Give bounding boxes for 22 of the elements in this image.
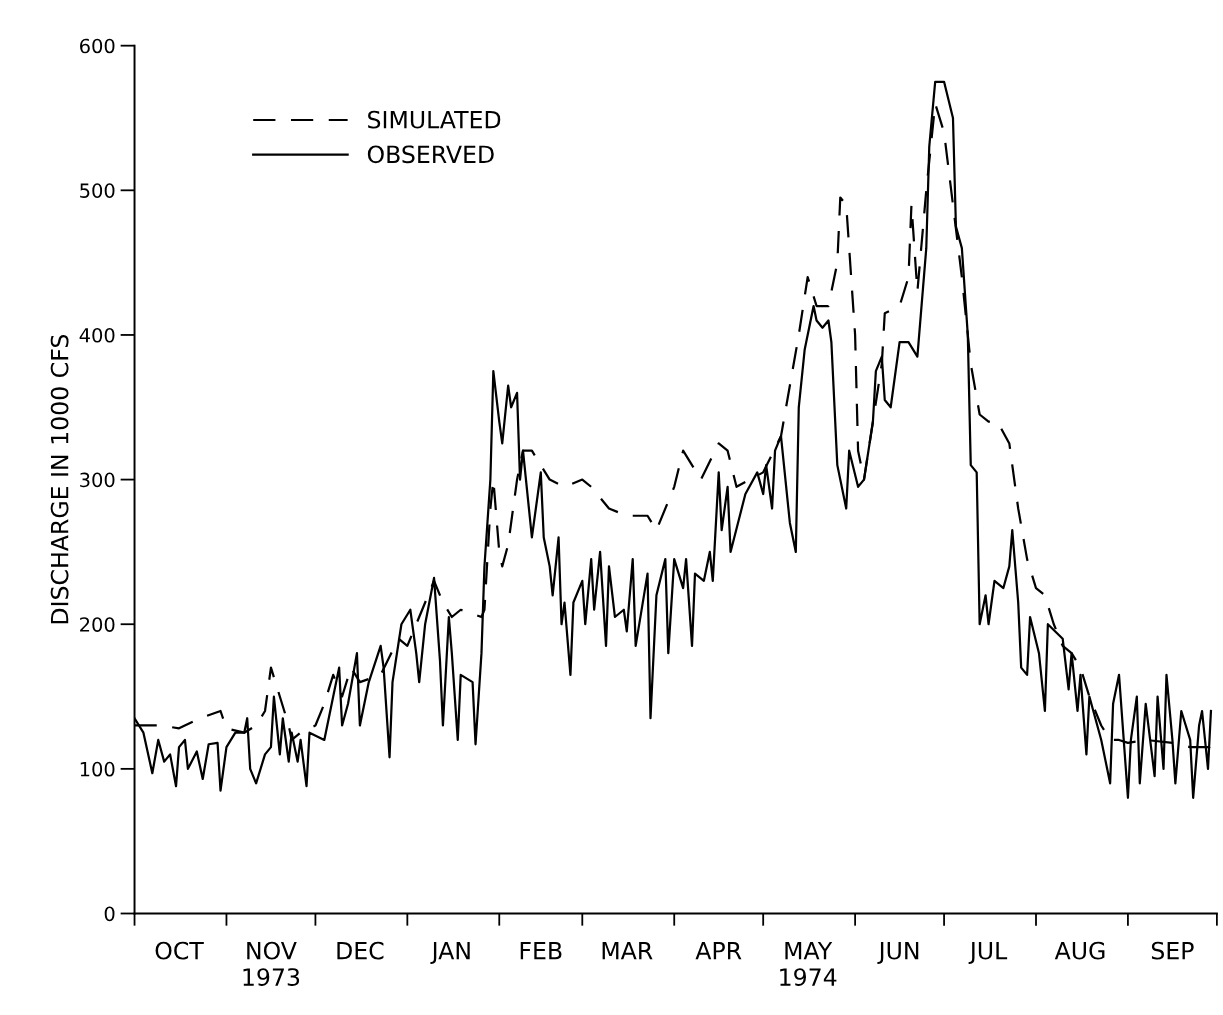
x-tick-label: MAY 1974 bbox=[780, 942, 837, 986]
x-tick-label: SEP bbox=[1151, 941, 1194, 960]
x-tick-label: JUL bbox=[968, 942, 1008, 964]
legend-label: OBSERVED bbox=[367, 145, 494, 164]
x-tick-label: APR bbox=[695, 942, 742, 960]
x-tick-label: DEC bbox=[337, 941, 384, 960]
x-tick-label: JUN bbox=[877, 942, 919, 964]
x-tick-label: MAR bbox=[602, 942, 653, 960]
y-tick-label: 300 bbox=[80, 472, 115, 488]
y-tick-label: 200 bbox=[80, 617, 115, 632]
y-tick-label: 0 bbox=[104, 906, 115, 922]
x-tick-label: NOV 1973 bbox=[243, 941, 300, 986]
y-axis-title: DISCHARGE IN 1000 CFS bbox=[50, 334, 69, 624]
x-tick-label: FEB bbox=[520, 942, 562, 960]
legend-label: SIMULATED bbox=[368, 110, 501, 129]
y-tick-label: 500 bbox=[80, 183, 115, 198]
y-tick-label: 100 bbox=[80, 761, 115, 777]
y-tick-label: 400 bbox=[79, 327, 115, 343]
x-tick-label: AUG bbox=[1054, 941, 1105, 960]
x-tick-label: JAN bbox=[430, 942, 470, 964]
x-tick-label: OCT bbox=[155, 941, 204, 960]
y-tick-label: 600 bbox=[80, 38, 115, 54]
